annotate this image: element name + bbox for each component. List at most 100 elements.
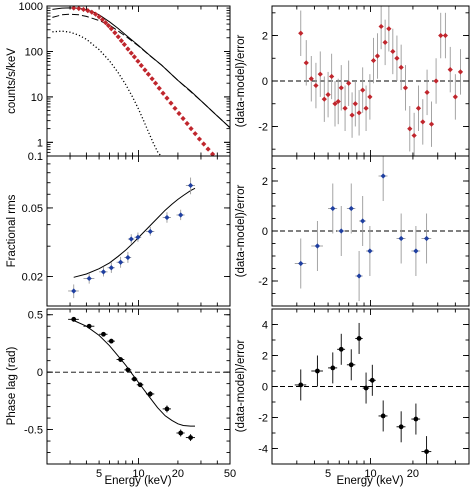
data-point	[317, 71, 323, 77]
y-axis-label-spectrum: counts/s/keV	[6, 48, 18, 114]
panel-phase-lag: 5 10 20 50 -0.5 0 0.5	[24, 308, 236, 480]
data-point	[188, 126, 194, 132]
data-point	[298, 30, 304, 36]
y-tick-label: 0.05	[22, 203, 43, 215]
data-point	[398, 235, 404, 242]
x-axis-label-phase-lag: Energy (keV)	[104, 475, 171, 487]
data-point	[86, 275, 92, 282]
data-point	[348, 205, 354, 212]
data-point	[380, 413, 386, 419]
data-point	[160, 90, 166, 96]
y-tick-label: -4	[258, 444, 268, 456]
data-point	[407, 126, 413, 132]
data-point	[125, 367, 131, 373]
plot-frame	[46, 308, 231, 465]
data-point	[128, 236, 134, 242]
data-point	[164, 406, 170, 412]
data-point	[313, 82, 319, 89]
data-point	[80, 6, 87, 13]
data-point	[428, 121, 435, 127]
data-point	[71, 288, 77, 294]
model-curve-solid	[73, 187, 196, 278]
data-point	[367, 248, 373, 254]
y-tick-label: 1	[37, 137, 43, 149]
x-tick-label: 20	[172, 468, 184, 480]
data-point	[315, 368, 320, 374]
data-point	[147, 228, 153, 235]
data-point	[118, 38, 124, 44]
data-point	[131, 54, 137, 60]
data-point	[112, 30, 118, 36]
data-point	[330, 205, 336, 212]
data-point	[100, 269, 107, 275]
data-point	[108, 26, 114, 32]
y-axis-label-spectrum-residuals: (data-model)/error	[235, 34, 247, 127]
panel-spectrum-residuals: -2 0 2	[258, 5, 470, 157]
y-tick-label: 10	[31, 92, 43, 104]
data-point	[298, 260, 304, 267]
data-point	[308, 76, 314, 82]
data-point	[402, 85, 409, 91]
data-point	[152, 80, 159, 86]
data-point	[413, 416, 419, 422]
data-point	[128, 50, 134, 56]
data-point	[180, 115, 186, 122]
data-point	[118, 357, 124, 362]
data-point	[71, 6, 77, 11]
data-point	[360, 218, 366, 224]
y-axis-label-fractional-rms: Fractional rms	[6, 194, 18, 267]
panel-fractional-rms: 0.02 0.05 0.1	[22, 151, 231, 307]
x-tick-label: 5	[96, 468, 102, 480]
y-tick-label: 0	[262, 226, 268, 238]
data-point	[457, 69, 464, 75]
data-point	[332, 101, 338, 107]
data-point	[413, 248, 419, 254]
x-tick-label: 10	[364, 468, 376, 480]
data-point	[411, 132, 417, 139]
data-point	[121, 41, 127, 48]
y-tick-label: -2	[258, 121, 268, 133]
data-point	[76, 6, 82, 12]
y-tick-label: -2	[258, 413, 268, 425]
data-point	[348, 362, 354, 368]
plot-frame	[46, 5, 231, 157]
data-point	[99, 17, 106, 23]
data-point	[89, 9, 95, 15]
data-point	[219, 162, 224, 167]
data-point	[96, 14, 102, 20]
data-point	[438, 32, 444, 39]
data-point	[209, 151, 216, 156]
data-point	[338, 228, 344, 234]
data-point	[356, 273, 362, 279]
data-point	[102, 20, 109, 26]
model-curve-solid	[73, 320, 195, 427]
data-point	[138, 62, 144, 69]
data-point	[137, 382, 143, 388]
data-point	[338, 346, 344, 352]
y-tick-label: 2	[262, 176, 268, 188]
data-point	[108, 338, 114, 344]
data-point	[329, 73, 335, 80]
y-tick-label: 2	[262, 351, 268, 363]
data-point	[321, 96, 327, 102]
y-tick-label: 0.1	[28, 151, 43, 163]
data-point	[164, 95, 170, 101]
data-point	[196, 136, 203, 142]
data-point	[192, 131, 198, 137]
data-point	[349, 112, 355, 118]
x-tick-label: 5	[325, 468, 331, 480]
x-tick-label: 20	[407, 468, 419, 480]
panel-spectrum: 1 10 100 1000	[19, 1, 231, 167]
data-point	[205, 146, 211, 152]
data-point	[298, 382, 304, 388]
data-point	[101, 331, 106, 337]
data-point	[424, 89, 430, 95]
y-tick-label: -0.5	[24, 425, 43, 437]
data-point	[360, 87, 366, 93]
y-tick-label: 4	[262, 320, 268, 332]
data-point	[382, 39, 388, 45]
data-point	[398, 424, 404, 430]
y-axis-label-lag-residuals: (data-model)/error	[235, 339, 247, 432]
data-point	[108, 265, 114, 271]
data-point	[424, 449, 429, 454]
